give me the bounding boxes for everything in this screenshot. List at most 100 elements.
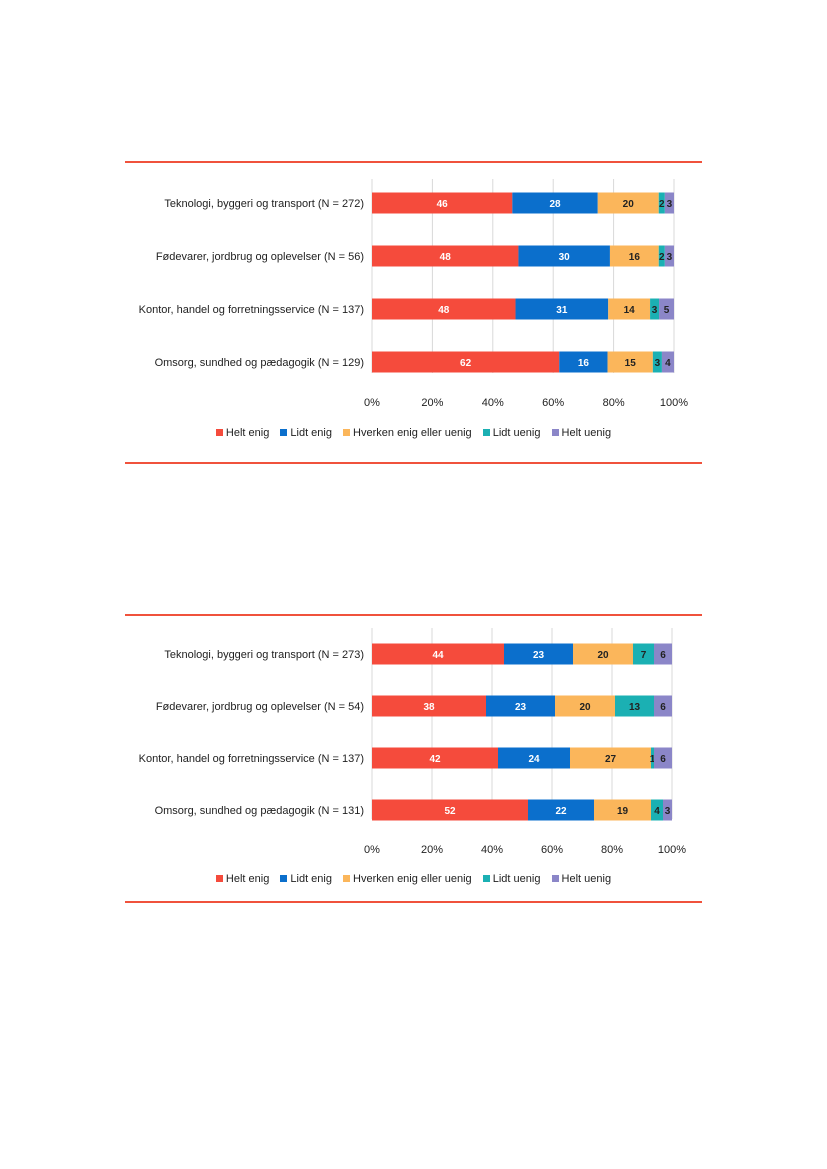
- legend-swatch: [482, 875, 490, 882]
- data-label: 22: [555, 806, 567, 817]
- legend-swatch: [482, 429, 490, 436]
- data-label: 7: [641, 650, 647, 661]
- bar-segment-helt-uenig: [664, 245, 674, 267]
- bar-segment-hverken-enig-eller-uenig: [607, 351, 653, 373]
- bar-segment-helt-enig: [372, 695, 486, 717]
- bottom-rule: [125, 901, 702, 903]
- data-label: 16: [578, 358, 590, 369]
- chart-legend: Helt enig Lidt enig Hverken enig eller u…: [125, 873, 702, 885]
- chart-panel-1: 0% 20% 40% 60% 80% 100% Teknologi, byggeri og …: [125, 161, 702, 464]
- bar-segment-lidt-uenig: [658, 245, 665, 267]
- bar-segment-hverken-enig-eller-uenig: [597, 192, 659, 214]
- data-label: 16: [629, 252, 641, 263]
- data-label: 28: [549, 199, 561, 210]
- x-tick-label: 40%: [481, 844, 503, 856]
- bar-segment-helt-uenig: [663, 799, 672, 821]
- bar-segment-helt-uenig: [654, 695, 672, 717]
- bar-segment-helt-enig: [372, 192, 513, 214]
- data-label: 3: [667, 252, 673, 263]
- legend-swatch: [280, 875, 288, 882]
- category-label: Fødevarer, jordbrug og oplevelser (N = 5…: [156, 251, 364, 263]
- data-label: 3: [665, 806, 671, 817]
- bar-segment-hverken-enig-eller-uenig: [570, 747, 651, 769]
- bottom-rule: [125, 462, 702, 464]
- data-label: 3: [652, 305, 658, 316]
- category-label: Kontor, handel og forretningsservice (N …: [139, 304, 364, 316]
- bar-segment-lidt-enig: [504, 643, 573, 665]
- x-tick-label: 60%: [542, 397, 564, 409]
- legend-swatch: [551, 429, 559, 436]
- x-tick-label: 0%: [364, 844, 380, 856]
- bar-segment-lidt-uenig: [651, 747, 654, 769]
- category-label: Teknologi, byggeri og transport (N = 273…: [164, 649, 364, 661]
- legend-item-lidt-enig: Lidt enig: [280, 873, 332, 885]
- data-label: 62: [460, 358, 472, 369]
- bar-segment-helt-enig: [372, 747, 498, 769]
- legend-label: Lidt uenig: [492, 427, 541, 439]
- legend-label: Helt uenig: [561, 427, 612, 439]
- data-label: 23: [533, 650, 545, 661]
- x-tick-label: 20%: [421, 844, 443, 856]
- bar-segment-lidt-enig: [518, 245, 610, 267]
- data-label: 48: [440, 252, 452, 263]
- data-label: 1: [650, 754, 656, 765]
- data-label: 48: [438, 305, 450, 316]
- bar-segment-lidt-uenig: [633, 643, 654, 665]
- data-label: 27: [605, 754, 617, 765]
- data-label: 6: [660, 702, 666, 713]
- bar-segment-hverken-enig-eller-uenig: [609, 245, 659, 267]
- x-tick-label: 100%: [658, 844, 686, 856]
- x-tick-label: 40%: [482, 397, 504, 409]
- legend-label: Helt enig: [225, 873, 270, 885]
- data-label: 42: [429, 754, 441, 765]
- bar-segment-lidt-enig: [512, 192, 598, 214]
- data-label: 23: [515, 702, 527, 713]
- x-tick-label: 0%: [364, 397, 380, 409]
- bar-segment-lidt-uenig: [658, 192, 665, 214]
- legend-item-helt-enig: Helt enig: [215, 427, 269, 439]
- legend-item-helt-uenig: Helt uenig: [551, 873, 611, 885]
- bar-segment-lidt-enig: [515, 298, 609, 320]
- data-label: 19: [617, 806, 629, 817]
- data-label: 3: [667, 199, 673, 210]
- bar-segment-lidt-enig: [528, 799, 594, 821]
- bar-segment-lidt-enig: [486, 695, 555, 717]
- bar-segment-lidt-uenig: [650, 298, 660, 320]
- bar-segment-helt-uenig: [661, 351, 674, 373]
- bar-segment-lidt-uenig: [652, 351, 662, 373]
- stacked-bar-chart-2: 0% 20% 40% 60% 80% 100% Teknologi, byggeri og …: [139, 628, 686, 856]
- legend-label: Lidt enig: [290, 873, 332, 885]
- bar-segment-helt-uenig: [664, 192, 674, 214]
- data-label: 6: [660, 650, 666, 661]
- data-label: 13: [629, 702, 641, 713]
- bar-segment-lidt-uenig: [615, 695, 654, 717]
- bar-segment-helt-uenig: [654, 747, 672, 769]
- bar-segment-hverken-enig-eller-uenig: [594, 799, 651, 821]
- data-label: 6: [660, 754, 666, 765]
- data-label: 20: [579, 702, 591, 713]
- legend-swatch: [343, 429, 351, 436]
- data-label: 38: [423, 702, 435, 713]
- data-label: 4: [654, 806, 660, 817]
- x-tick-label: 60%: [541, 844, 563, 856]
- data-label: 3: [655, 358, 661, 369]
- category-label: Omsorg, sundhed og pædagogik (N = 129): [155, 357, 364, 369]
- legend-swatch: [215, 429, 223, 436]
- data-label: 44: [432, 650, 444, 661]
- legend-item-lidt-uenig: Lidt uenig: [482, 427, 541, 439]
- bar-segment-helt-uenig: [659, 298, 674, 320]
- bar-segment-lidt-enig: [498, 747, 570, 769]
- bar-segment-hverken-enig-eller-uenig: [555, 695, 615, 717]
- data-label: 15: [625, 358, 637, 369]
- x-tick-label: 20%: [421, 397, 443, 409]
- legend-swatch: [215, 875, 223, 882]
- data-label: 30: [559, 252, 571, 263]
- category-label: Omsorg, sundhed og pædagogik (N = 131): [155, 805, 364, 817]
- data-label: 20: [623, 199, 635, 210]
- category-label: Fødevarer, jordbrug og oplevelser (N = 5…: [156, 701, 364, 713]
- legend-item-hverken: Hverken enig eller uenig: [343, 427, 472, 439]
- data-label: 31: [556, 305, 568, 316]
- x-tick-label: 100%: [660, 397, 688, 409]
- bar-segment-helt-uenig: [654, 643, 672, 665]
- bar-segment-helt-enig: [372, 351, 560, 373]
